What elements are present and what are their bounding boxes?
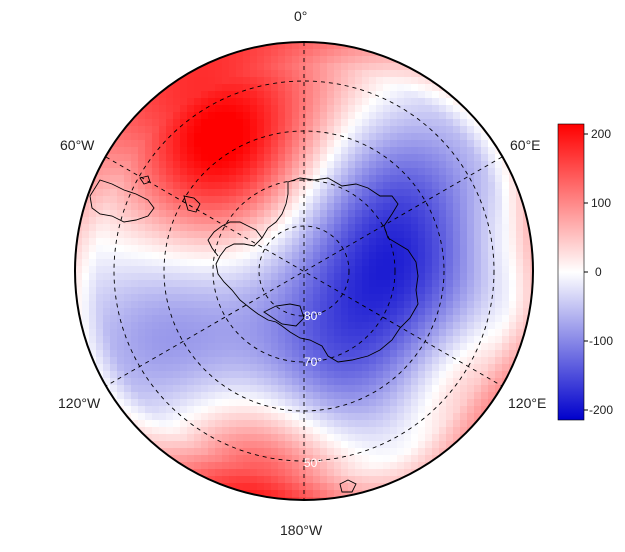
lat-circle-70 [212,179,396,363]
lon-label-60w: 60°W [60,137,95,153]
new-zealand-fragment [339,479,357,493]
south-georgia [139,175,151,185]
lat-label-80: 80° [304,309,322,323]
colorbar [557,123,588,421]
graticule [105,42,503,500]
antarctic-peninsula [207,221,263,257]
colorbar-tick-minus-200: -200 [589,403,614,417]
lon-label-60e: 60°E [510,137,541,153]
map-border [74,41,534,501]
colorbar-tick-0: 0 [595,265,602,279]
colorbar-tick-100: 100 [591,196,612,210]
lon-label-180w: 180°W [280,522,323,538]
lon-label-120w: 120°W [58,395,101,411]
coastlines [89,175,419,493]
south-america-tip [89,179,155,223]
lat-label-50: 50° [304,456,322,470]
colorbar-tick-200: 200 [591,127,612,141]
lon-label-120e: 120°E [508,395,547,411]
ross-ice-shelf [263,303,305,327]
colorbar-gradient [557,123,585,421]
lon-label-0: 0° [294,8,308,24]
colorbar-tick-minus-100: -100 [589,334,614,348]
lat-label-70: 70° [304,355,322,369]
antarctica-coastline [215,177,419,363]
tierra-del-fuego [183,195,201,213]
